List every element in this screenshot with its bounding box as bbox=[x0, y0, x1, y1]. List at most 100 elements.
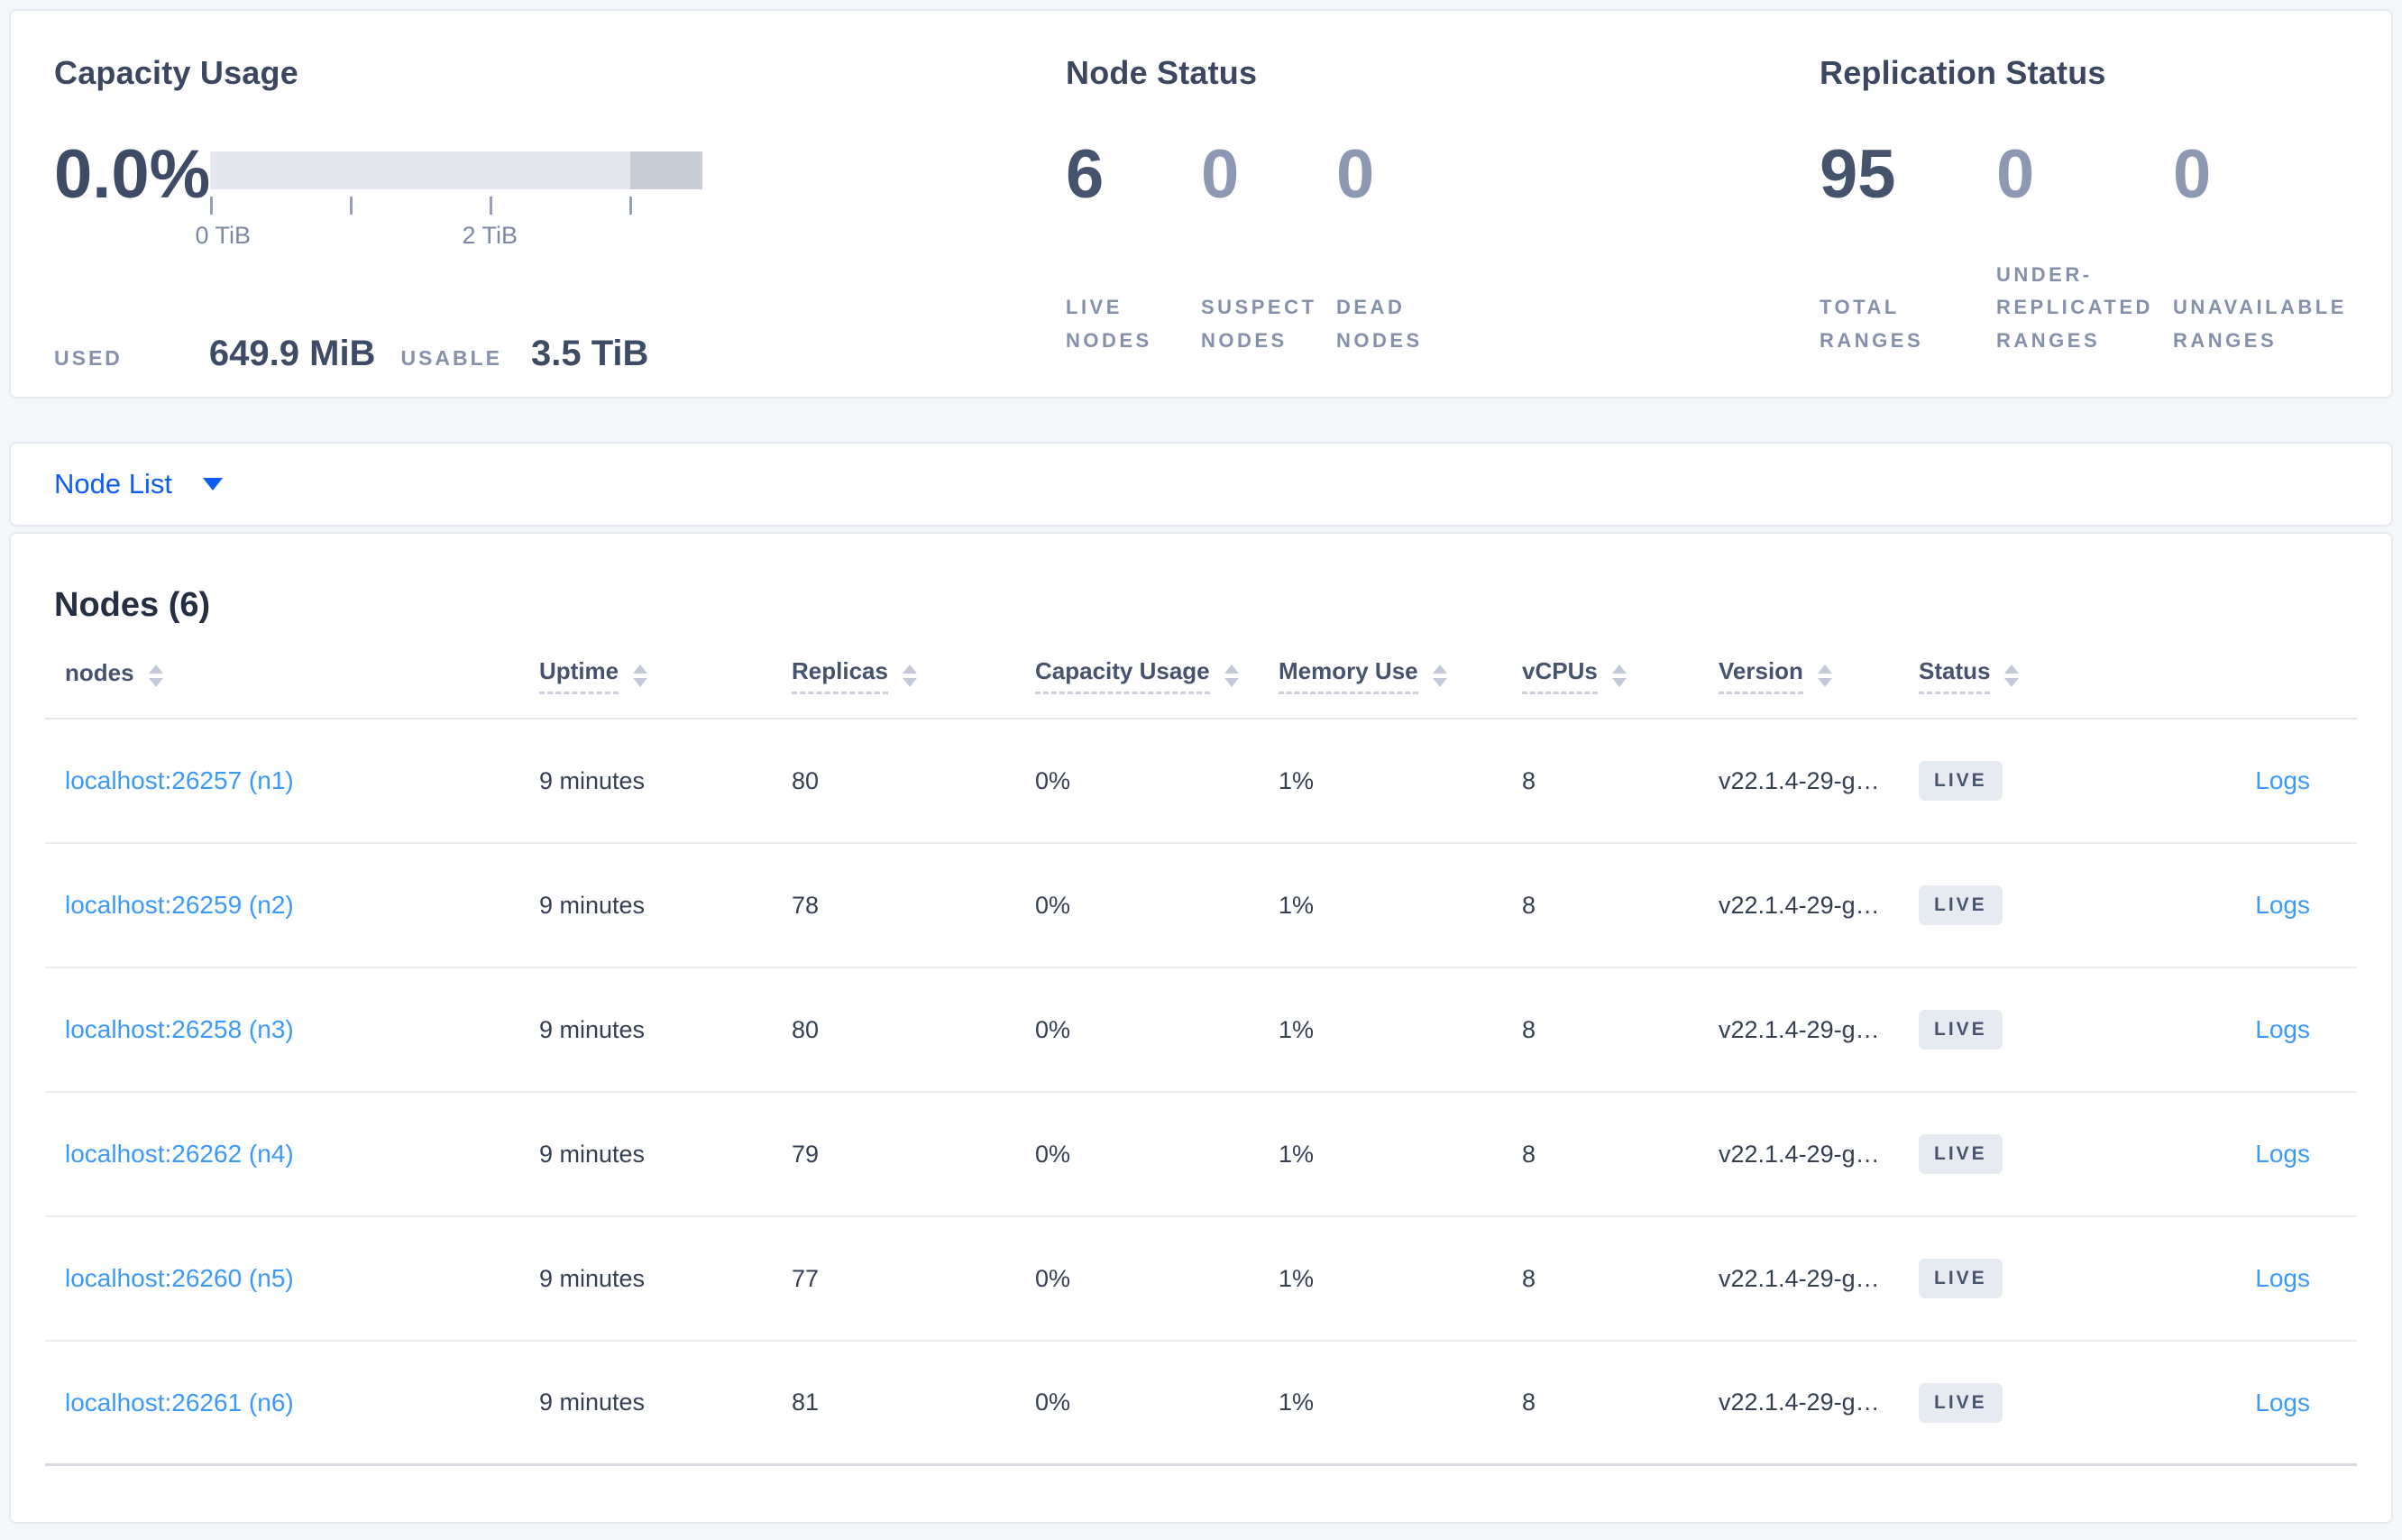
replicas-cell: 78 bbox=[792, 891, 820, 919]
gauge-tick-label-2: 2 TiB bbox=[462, 222, 518, 249]
nodes-table-card: Nodes (6) nodes Uptime Replicas Capacity… bbox=[9, 532, 2393, 1524]
view-selector-strip: Node List bbox=[9, 442, 2393, 527]
version-cell: v22.1.4-29-g… bbox=[1719, 891, 1880, 919]
node-link[interactable]: localhost:26257 (n1) bbox=[65, 766, 294, 794]
column-header-memory-use[interactable]: Memory Use bbox=[1279, 657, 1522, 694]
column-header-status[interactable]: Status bbox=[1919, 657, 2126, 694]
node-link[interactable]: localhost:26259 (n2) bbox=[65, 891, 294, 919]
node-link[interactable]: localhost:26258 (n3) bbox=[65, 1015, 294, 1043]
version-cell: v22.1.4-29-g… bbox=[1719, 1015, 1880, 1043]
capacity-gauge-bar bbox=[210, 151, 703, 189]
dead-nodes-stat: 0 DEAD NODES bbox=[1336, 141, 1437, 357]
total-ranges-label: TOTAL RANGES bbox=[1820, 296, 1924, 352]
cluster-summary-card: Capacity Usage 0.0% 0 TiB 2 TiB USED 6 bbox=[9, 9, 2393, 399]
used-label: USED bbox=[54, 346, 123, 370]
vcpus-cell: 8 bbox=[1522, 1140, 1536, 1168]
vcpus-cell: 8 bbox=[1522, 891, 1536, 919]
memory-use-cell: 1% bbox=[1279, 1264, 1315, 1292]
capacity-usage-section: Capacity Usage 0.0% 0 TiB 2 TiB USED 6 bbox=[54, 54, 1066, 397]
sort-icon bbox=[1432, 665, 1447, 687]
replicas-cell: 80 bbox=[792, 766, 820, 794]
suspect-nodes-label: SUSPECT NODES bbox=[1201, 296, 1317, 352]
gauge-tick bbox=[210, 197, 214, 215]
logs-link[interactable]: Logs bbox=[2255, 1264, 2310, 1292]
column-header-capacity-usage[interactable]: Capacity Usage bbox=[1035, 657, 1279, 694]
memory-use-cell: 1% bbox=[1279, 1389, 1315, 1416]
capacity-gauge-bar-area: 0 TiB 2 TiB bbox=[195, 151, 703, 251]
node-list-dropdown[interactable]: Node List bbox=[54, 468, 223, 500]
uptime-cell: 9 minutes bbox=[539, 1389, 646, 1416]
node-link[interactable]: localhost:26260 (n5) bbox=[65, 1264, 294, 1292]
uptime-cell: 9 minutes bbox=[539, 766, 646, 794]
table-row: localhost:26261 (n6) 9 minutes 81 0% 1% … bbox=[45, 1342, 2357, 1466]
gauge-tick-label-0: 0 TiB bbox=[195, 222, 251, 249]
replication-status-stats: 95 TOTAL RANGES 0 UNDER-REPLICATED RANGE… bbox=[1820, 141, 2350, 357]
chevron-down-icon bbox=[202, 478, 223, 490]
total-ranges-stat: 95 TOTAL RANGES bbox=[1820, 141, 1967, 357]
sort-icon bbox=[2004, 665, 2020, 687]
vcpus-cell: 8 bbox=[1522, 1389, 1536, 1416]
status-badge: LIVE bbox=[1919, 1382, 2003, 1423]
status-badge: LIVE bbox=[1919, 1010, 2003, 1050]
capacity-usage-cell: 0% bbox=[1035, 1015, 1071, 1043]
sort-icon bbox=[1224, 665, 1239, 687]
replication-status-title: Replication Status bbox=[1820, 54, 2106, 91]
table-row: localhost:26259 (n2) 9 minutes 78 0% 1% … bbox=[45, 844, 2357, 968]
uptime-cell: 9 minutes bbox=[539, 1140, 646, 1168]
column-header-nodes[interactable]: nodes bbox=[45, 659, 539, 693]
replicas-cell: 81 bbox=[792, 1389, 820, 1416]
logs-link[interactable]: Logs bbox=[2255, 1015, 2310, 1043]
live-nodes-stat: 6 LIVE NODES bbox=[1066, 141, 1167, 357]
node-link[interactable]: localhost:26261 (n6) bbox=[65, 1388, 294, 1416]
vcpus-cell: 8 bbox=[1522, 1264, 1536, 1292]
usable-label: USABLE bbox=[400, 346, 502, 370]
memory-use-cell: 1% bbox=[1279, 766, 1315, 794]
node-status-title: Node Status bbox=[1066, 54, 1258, 91]
node-link[interactable]: localhost:26262 (n4) bbox=[65, 1140, 294, 1168]
nodes-table-header: nodes Uptime Replicas Capacity Usage Mem… bbox=[45, 657, 2357, 720]
column-header-version[interactable]: Version bbox=[1719, 657, 1919, 694]
replicas-cell: 79 bbox=[792, 1140, 820, 1168]
sort-icon bbox=[633, 665, 648, 687]
sort-icon bbox=[1611, 665, 1627, 687]
status-badge: LIVE bbox=[1919, 885, 2003, 925]
usable-value: 3.5 TiB bbox=[531, 334, 649, 373]
under-replicated-ranges-stat: 0 UNDER-REPLICATED RANGES bbox=[1996, 141, 2150, 357]
gauge-tick bbox=[629, 197, 633, 215]
total-ranges-value: 95 bbox=[1820, 136, 1896, 213]
dead-nodes-value: 0 bbox=[1336, 136, 1375, 213]
version-cell: v22.1.4-29-g… bbox=[1719, 1389, 1880, 1416]
vcpus-cell: 8 bbox=[1522, 1015, 1536, 1043]
capacity-usage-cell: 0% bbox=[1035, 1140, 1071, 1168]
uptime-cell: 9 minutes bbox=[539, 1015, 646, 1043]
sort-icon bbox=[1817, 665, 1832, 687]
node-list-dropdown-label: Node List bbox=[54, 468, 172, 500]
table-row: localhost:26262 (n4) 9 minutes 79 0% 1% … bbox=[45, 1093, 2357, 1217]
gauge-tick bbox=[490, 197, 493, 215]
capacity-usage-cell: 0% bbox=[1035, 1389, 1071, 1416]
replication-status-section: Replication Status 95 TOTAL RANGES 0 UND… bbox=[1820, 54, 2350, 397]
unavailable-ranges-value: 0 bbox=[2173, 136, 2212, 213]
suspect-nodes-stat: 0 SUSPECT NODES bbox=[1201, 141, 1317, 357]
version-cell: v22.1.4-29-g… bbox=[1719, 1264, 1880, 1292]
capacity-gauge-bar-reserved-segment bbox=[630, 151, 703, 189]
memory-use-cell: 1% bbox=[1279, 891, 1315, 919]
column-header-vcpus[interactable]: vCPUs bbox=[1522, 657, 1719, 694]
status-badge: LIVE bbox=[1919, 1134, 2003, 1174]
status-badge: LIVE bbox=[1919, 761, 2003, 801]
capacity-usage-title: Capacity Usage bbox=[54, 54, 298, 91]
vcpus-cell: 8 bbox=[1522, 766, 1536, 794]
logs-link[interactable]: Logs bbox=[2255, 1140, 2310, 1168]
column-header-replicas[interactable]: Replicas bbox=[792, 657, 1035, 694]
dead-nodes-label: DEAD NODES bbox=[1336, 296, 1423, 352]
nodes-table-title: Nodes (6) bbox=[54, 586, 211, 624]
table-row: localhost:26258 (n3) 9 minutes 80 0% 1% … bbox=[45, 968, 2357, 1093]
uptime-cell: 9 minutes bbox=[539, 891, 646, 919]
logs-link[interactable]: Logs bbox=[2255, 766, 2310, 794]
node-status-stats: 6 LIVE NODES 0 SUSPECT NODES 0 DEAD NODE… bbox=[1066, 141, 1820, 357]
unavailable-ranges-label: UNAVAILABLE RANGES bbox=[2173, 296, 2347, 352]
column-header-uptime[interactable]: Uptime bbox=[539, 657, 792, 694]
logs-link[interactable]: Logs bbox=[2255, 891, 2310, 919]
logs-link[interactable]: Logs bbox=[2255, 1388, 2310, 1416]
